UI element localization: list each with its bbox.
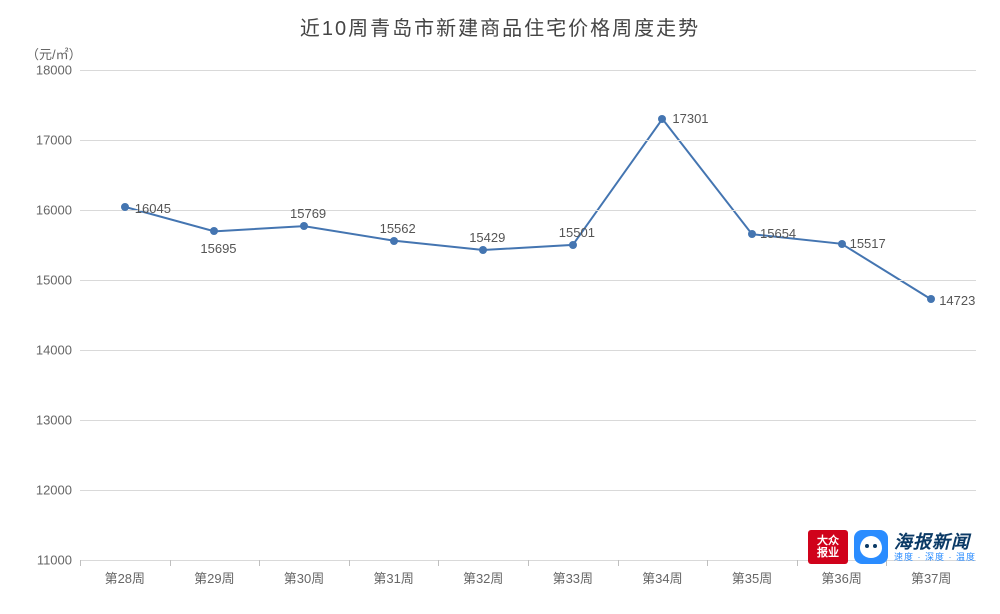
x-tick-label: 第34周 (642, 560, 682, 587)
x-tick-mark (618, 560, 619, 566)
gridline (80, 140, 976, 141)
line-series-svg (80, 70, 976, 560)
gridline (80, 420, 976, 421)
chart-container: 近10周青岛市新建商品住宅价格周度走势 （元/㎡） 11000120001300… (0, 0, 1000, 614)
gridline (80, 70, 976, 71)
data-point-label: 15501 (559, 225, 595, 240)
data-point-label: 15429 (469, 230, 505, 245)
x-tick-mark (170, 560, 171, 566)
y-tick-label: 15000 (36, 273, 80, 288)
y-tick-label: 14000 (36, 343, 80, 358)
data-point-label: 15517 (850, 236, 886, 251)
x-tick-mark (528, 560, 529, 566)
x-tick-mark (80, 560, 81, 566)
gridline (80, 490, 976, 491)
y-tick-label: 12000 (36, 483, 80, 498)
plot-area: 1100012000130001400015000160001700018000… (80, 70, 976, 560)
source-logos: 大众 报业 海报新闻 速度 · 深度 · 温度 (808, 530, 976, 564)
y-tick-label: 18000 (36, 63, 80, 78)
data-point-label: 17301 (672, 111, 708, 126)
chart-title: 近10周青岛市新建商品住宅价格周度走势 (0, 12, 1000, 41)
data-point-label: 15654 (760, 226, 796, 241)
data-point (569, 241, 577, 249)
x-tick-label: 第37周 (911, 560, 951, 587)
y-tick-label: 16000 (36, 203, 80, 218)
x-tick-label: 第33周 (553, 560, 593, 587)
data-point-label: 14723 (939, 293, 975, 308)
data-point-label: 15769 (290, 206, 326, 221)
dazhong-logo-text-bottom: 报业 (817, 547, 839, 559)
x-tick-mark (349, 560, 350, 566)
x-tick-label: 第36周 (821, 560, 861, 587)
data-point (121, 203, 129, 211)
data-point-label: 15562 (380, 221, 416, 236)
x-tick-mark (797, 560, 798, 566)
haibao-sub-text: 速度 · 深度 · 温度 (894, 553, 976, 562)
haibao-main-text: 海报新闻 (894, 533, 976, 551)
seal-icon (860, 536, 882, 558)
y-tick-label: 13000 (36, 413, 80, 428)
x-tick-label: 第31周 (373, 560, 413, 587)
x-tick-label: 第35周 (732, 560, 772, 587)
gridline (80, 210, 976, 211)
x-tick-label: 第32周 (463, 560, 503, 587)
data-point (927, 295, 935, 303)
haibao-logo-icon (854, 530, 888, 564)
x-tick-mark (438, 560, 439, 566)
y-tick-label: 17000 (36, 133, 80, 148)
data-point-label: 16045 (135, 201, 171, 216)
x-tick-label: 第29周 (194, 560, 234, 587)
dazhong-logo: 大众 报业 (808, 530, 848, 564)
data-point (748, 230, 756, 238)
data-point (300, 222, 308, 230)
x-tick-label: 第30周 (284, 560, 324, 587)
data-point (479, 246, 487, 254)
data-point-label: 15695 (200, 241, 236, 256)
data-point (658, 115, 666, 123)
x-tick-mark (259, 560, 260, 566)
y-axis-unit-label: （元/㎡） (26, 44, 82, 63)
y-tick-label: 11000 (37, 553, 80, 568)
dazhong-logo-text-top: 大众 (817, 535, 839, 547)
data-point (390, 237, 398, 245)
data-point (838, 240, 846, 248)
gridline (80, 280, 976, 281)
gridline (80, 350, 976, 351)
x-tick-label: 第28周 (105, 560, 145, 587)
haibao-logo-text: 海报新闻 速度 · 深度 · 温度 (894, 533, 976, 562)
data-point (210, 227, 218, 235)
x-tick-mark (707, 560, 708, 566)
